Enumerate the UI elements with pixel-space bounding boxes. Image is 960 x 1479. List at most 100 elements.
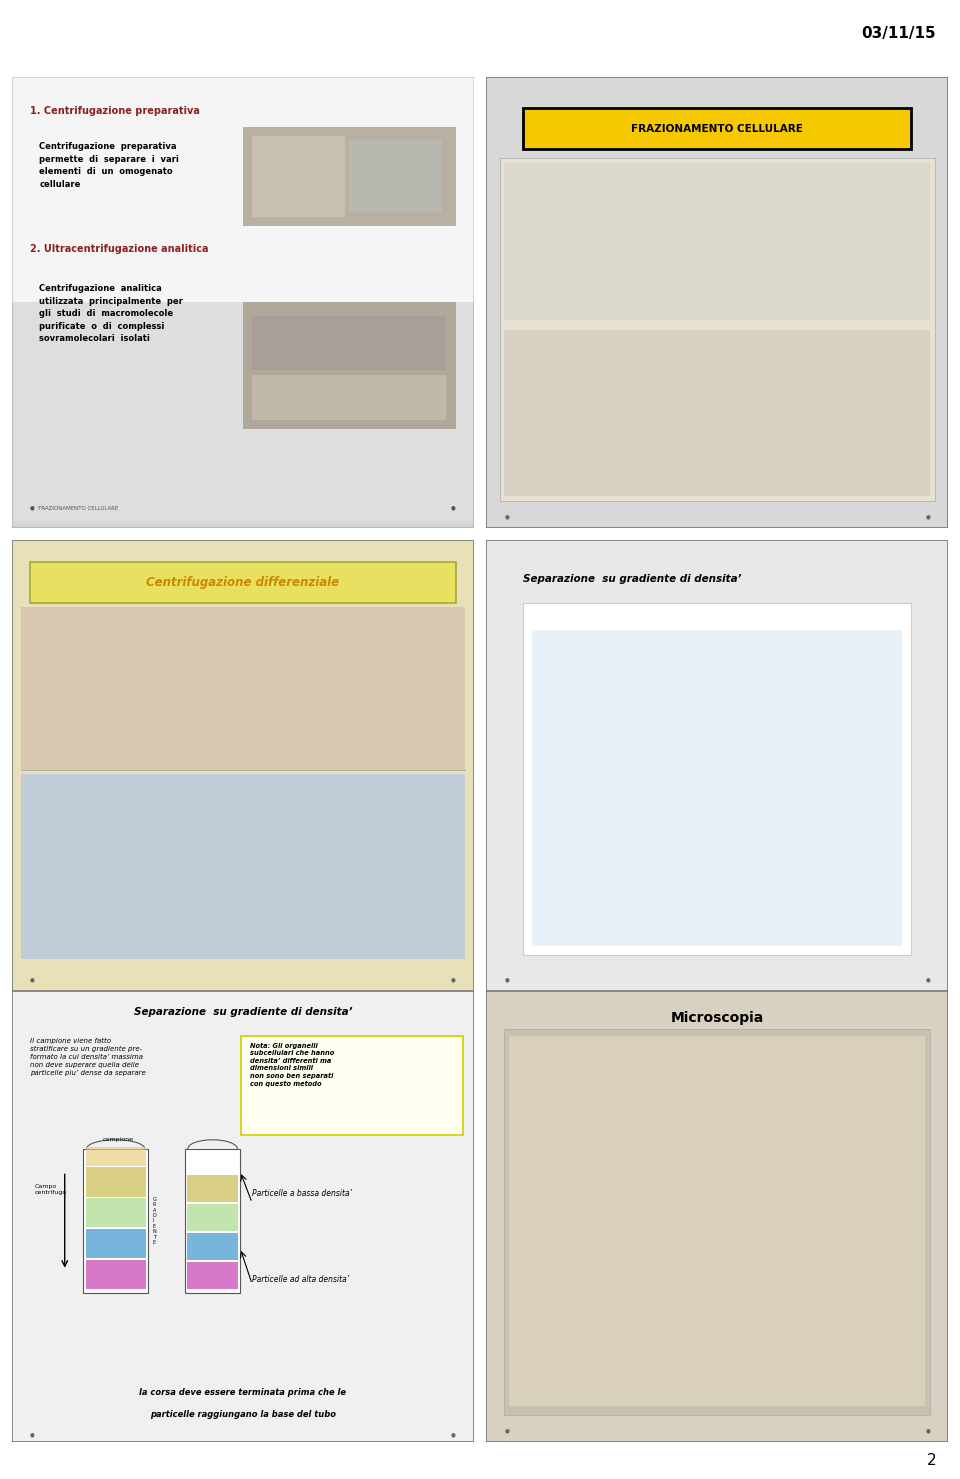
Bar: [12, 524, 474, 528]
Text: Centrifugazione  preparativa
permette  di  separare  i  vari
elementi  di  un  o: Centrifugazione preparativa permette di …: [39, 142, 180, 189]
Bar: [12, 521, 474, 525]
Text: Il campione viene fatto
stratificare su un gradiente pre-
formato la cui densita: Il campione viene fatto stratificare su …: [30, 1038, 146, 1075]
Ellipse shape: [86, 1140, 145, 1158]
Bar: [12, 522, 474, 528]
Bar: [12, 521, 474, 525]
Bar: [85, 1148, 146, 1165]
Bar: [12, 522, 474, 527]
Text: ●: ●: [30, 978, 35, 982]
Bar: [12, 519, 474, 524]
Bar: [243, 127, 456, 226]
Bar: [12, 522, 474, 527]
Bar: [12, 521, 474, 525]
Bar: [12, 522, 474, 527]
Bar: [12, 521, 474, 525]
Bar: [12, 521, 474, 525]
Bar: [12, 521, 474, 525]
Bar: [12, 524, 474, 528]
Bar: [85, 1229, 146, 1259]
Bar: [12, 522, 474, 527]
Bar: [12, 519, 474, 524]
Bar: [12, 522, 474, 527]
Text: ●: ●: [30, 1433, 35, 1438]
Bar: [12, 519, 474, 524]
Bar: [532, 630, 902, 947]
Bar: [12, 522, 474, 528]
Bar: [12, 521, 474, 525]
Bar: [21, 608, 465, 771]
Bar: [12, 521, 474, 525]
Bar: [12, 522, 474, 527]
Bar: [12, 519, 474, 524]
Bar: [523, 603, 911, 955]
Text: ●: ●: [925, 978, 930, 982]
Bar: [523, 108, 911, 149]
Bar: [12, 522, 474, 527]
Bar: [504, 163, 930, 321]
Bar: [12, 524, 474, 528]
Text: Particelle a bassa densita’: Particelle a bassa densita’: [252, 1189, 352, 1198]
Bar: [12, 519, 474, 524]
Bar: [12, 524, 474, 528]
Bar: [12, 522, 474, 527]
Text: particelle raggiungano la base del tubo: particelle raggiungano la base del tubo: [150, 1411, 336, 1420]
Bar: [12, 524, 474, 528]
Bar: [12, 521, 474, 527]
Bar: [504, 330, 930, 497]
Bar: [12, 519, 474, 524]
Bar: [12, 524, 474, 528]
Bar: [12, 524, 474, 528]
Text: campione: campione: [103, 1137, 133, 1142]
Bar: [12, 522, 474, 527]
Bar: [349, 141, 442, 211]
Bar: [12, 521, 474, 525]
Bar: [12, 522, 474, 527]
Bar: [12, 519, 474, 524]
Bar: [12, 519, 474, 524]
Text: ●: ●: [451, 504, 456, 510]
Text: Nota: Gli organelli
subcellulari che hanno
densita’ differenti ma
dimensioni sim: Nota: Gli organelli subcellulari che han…: [250, 1043, 334, 1087]
Bar: [12, 522, 474, 527]
Bar: [85, 1198, 146, 1228]
Bar: [12, 521, 474, 525]
Bar: [12, 521, 474, 525]
Bar: [499, 158, 935, 501]
Bar: [12, 522, 474, 527]
Bar: [12, 519, 474, 524]
Bar: [12, 524, 474, 528]
Text: la corsa deve essere terminata prima che le: la corsa deve essere terminata prima che…: [139, 1387, 347, 1396]
Bar: [12, 524, 474, 528]
Bar: [12, 524, 474, 528]
Bar: [12, 521, 474, 525]
Bar: [12, 521, 474, 525]
Bar: [185, 1149, 240, 1293]
Bar: [12, 522, 474, 527]
Bar: [12, 521, 474, 525]
Text: Separazione  su gradiente di densita’: Separazione su gradiente di densita’: [133, 1007, 352, 1016]
Bar: [12, 522, 474, 527]
Bar: [243, 303, 456, 429]
Text: ●: ●: [504, 978, 509, 982]
Bar: [12, 521, 474, 525]
Bar: [12, 521, 474, 525]
Bar: [12, 521, 474, 525]
Text: Microscopia: Microscopia: [670, 1012, 764, 1025]
Bar: [12, 519, 474, 524]
Bar: [12, 519, 474, 524]
Bar: [12, 524, 474, 528]
Bar: [12, 522, 474, 527]
Bar: [12, 524, 474, 528]
Text: ●: ●: [504, 515, 509, 519]
Bar: [12, 519, 474, 524]
Bar: [12, 521, 474, 525]
Bar: [12, 519, 474, 524]
Bar: [12, 521, 474, 525]
Bar: [12, 522, 474, 527]
Bar: [187, 1204, 238, 1231]
Bar: [12, 522, 474, 527]
Bar: [12, 521, 474, 525]
Bar: [252, 317, 446, 370]
Bar: [187, 1262, 238, 1288]
Bar: [12, 521, 474, 525]
Text: ●: ●: [504, 1429, 509, 1433]
